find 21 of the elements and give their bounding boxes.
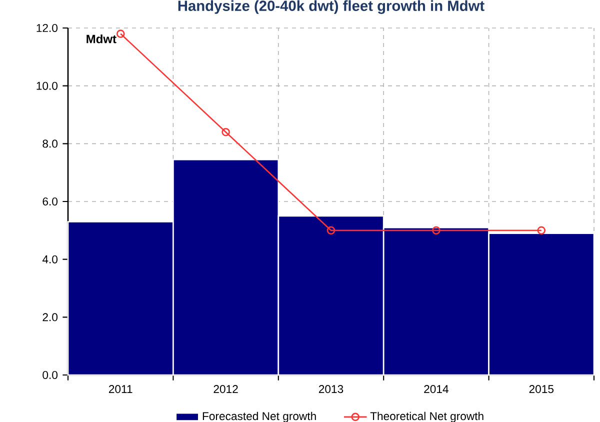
- chart-title: Handysize (20-40k dwt) fleet growth in Mdwt: [178, 0, 484, 14]
- legend-label: Theoretical Net growth: [370, 412, 484, 422]
- y-tick-label: 12.0: [36, 24, 58, 32]
- point: [116, 30, 125, 38]
- y-tick-label: 10.0: [36, 82, 58, 90]
- point: [326, 226, 336, 235]
- x-tick-label: 2014: [424, 385, 448, 394]
- legend-label: Forecasted Net growth: [202, 412, 316, 422]
- y-tick-label: 6.0: [42, 197, 58, 206]
- point: [537, 226, 546, 235]
- point: [222, 128, 230, 136]
- y-axis-title: Mdwt: [86, 34, 116, 44]
- x-tick-label: 2013: [318, 385, 344, 394]
- y-tick-label: 8.0: [42, 140, 58, 148]
- y-tick-label: 0.0: [42, 370, 58, 380]
- y-tick-label: 2.0: [42, 313, 58, 322]
- x-tick-label: 2011: [108, 385, 132, 394]
- x-tick-label: 2012: [214, 385, 238, 394]
- x-tick-label: 2015: [529, 385, 554, 394]
- y-tick-label: 4.0: [42, 255, 58, 264]
- point: [432, 226, 440, 235]
